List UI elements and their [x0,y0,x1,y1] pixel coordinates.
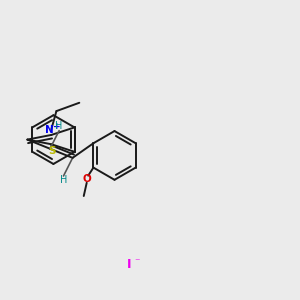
Text: O: O [82,174,91,184]
Text: H: H [56,121,63,131]
Text: S: S [48,146,56,156]
Text: I: I [127,258,131,271]
Text: H: H [60,176,67,185]
Text: N: N [46,124,54,135]
Text: ⁻: ⁻ [134,257,140,267]
Text: +: + [53,122,61,130]
